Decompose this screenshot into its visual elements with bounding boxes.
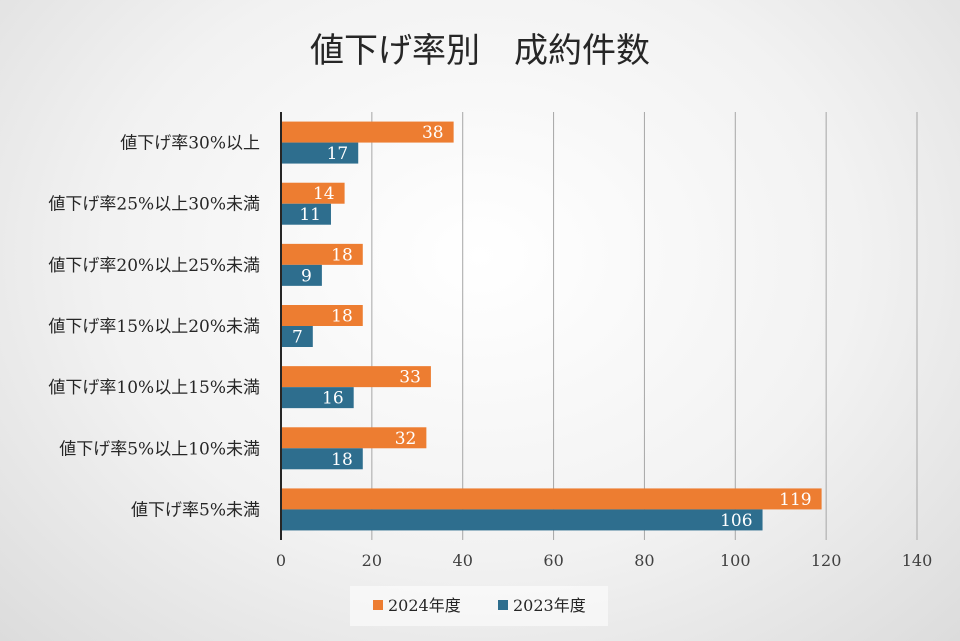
legend-label: 2023年度	[513, 596, 586, 615]
bar-2024	[281, 305, 363, 326]
legend-label: 2024年度	[388, 596, 461, 615]
data-label: 119	[779, 490, 811, 510]
x-tick-label: 40	[453, 551, 473, 570]
x-tick-label: 80	[634, 551, 654, 570]
legend-swatch	[373, 600, 383, 610]
bar-2023	[281, 387, 354, 409]
data-label: 106	[720, 511, 752, 531]
data-label: 16	[322, 389, 344, 409]
bar-2023	[281, 142, 359, 164]
category-label: 値下げ率25%以上30%未満	[48, 195, 260, 215]
data-label: 14	[313, 184, 335, 204]
category-label: 値下げ率30%以上	[120, 134, 260, 154]
chart-title: 値下げ率別 成約件数	[310, 31, 650, 71]
bar-2024	[281, 182, 345, 204]
bars	[281, 121, 822, 531]
legend-box	[350, 586, 608, 626]
bar-2023	[281, 448, 363, 470]
data-label: 18	[331, 307, 353, 327]
legend: 2024年度 2023年度	[350, 586, 608, 626]
category-label: 値下げ率10%以上15%未満	[48, 378, 260, 398]
x-axis-tick-labels: 0 20 40 60 80 100 120 140	[276, 551, 932, 570]
x-tick-label: 140	[902, 551, 933, 570]
x-tick-label: 20	[362, 551, 382, 570]
bar-2023	[281, 264, 322, 286]
category-label: 値下げ率20%以上25%未満	[48, 256, 260, 276]
data-label: 32	[395, 429, 417, 449]
x-tick-label: 100	[720, 551, 751, 570]
bar-2023	[281, 326, 313, 347]
bar-2024	[281, 488, 822, 510]
data-label: 18	[331, 450, 353, 470]
data-label: 11	[299, 205, 321, 225]
data-label: 33	[399, 368, 421, 388]
bar-2023	[281, 509, 763, 531]
category-label: 値下げ率5%以上10%未満	[59, 439, 260, 459]
data-label: 9	[301, 266, 312, 286]
bar-2024	[281, 366, 431, 388]
data-label: 18	[331, 245, 353, 265]
data-label: 7	[292, 328, 303, 348]
gridlines	[371, 112, 918, 540]
category-label: 値下げ率15%以上20%未満	[48, 317, 260, 337]
data-label: 38	[422, 123, 444, 143]
legend-swatch	[498, 600, 508, 610]
bar-2024	[281, 427, 427, 449]
data-label: 17	[327, 144, 349, 164]
x-tick-label: 60	[543, 551, 563, 570]
bar-2024	[281, 121, 454, 143]
x-tick-label: 120	[811, 551, 842, 570]
x-tick-label: 0	[276, 551, 286, 570]
bar-2023	[281, 203, 331, 225]
category-labels: 値下げ率30%以上値下げ率25%以上30%未満値下げ率20%以上25%未満値下げ…	[48, 134, 260, 521]
bar-2024	[281, 243, 363, 265]
category-label: 値下げ率5%未満	[131, 500, 260, 520]
